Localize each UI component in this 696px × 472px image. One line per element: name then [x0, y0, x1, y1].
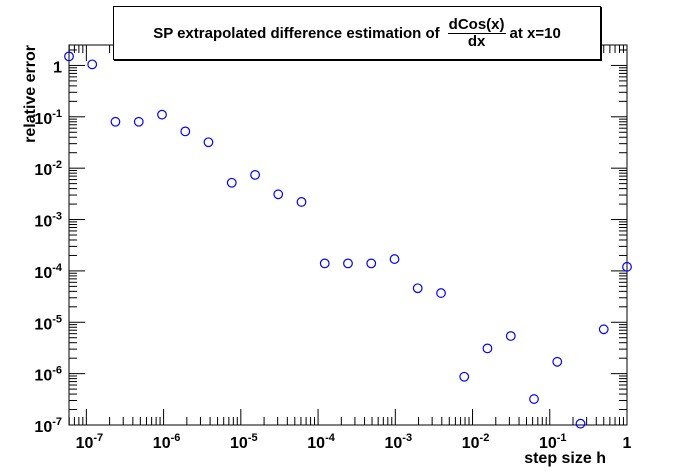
title-fraction-numerator: dCos(x): [447, 15, 506, 34]
data-point: [366, 258, 377, 269]
x-tick-label: 10-3: [385, 432, 413, 452]
y-tick-label: 10-4: [34, 262, 62, 282]
data-point: [64, 51, 74, 62]
x-tick-label: 10-5: [230, 432, 258, 452]
y-tick-label: 10-5: [34, 313, 62, 333]
data-point: [133, 116, 144, 127]
title-fraction: dCos(x) dx: [447, 15, 506, 50]
data-point: [203, 137, 214, 148]
data-point: [87, 59, 98, 70]
y-tick-label: 10-1: [34, 108, 62, 128]
title-prefix: SP extrapolated difference estimation of: [153, 24, 440, 42]
data-point: [157, 109, 167, 120]
x-tick-label: 1: [623, 435, 632, 452]
data-point: [505, 331, 516, 341]
x-tick-label: 10-4: [307, 432, 335, 452]
title-suffix: at x=10: [509, 24, 561, 42]
data-point: [110, 116, 121, 127]
data-point: [622, 261, 632, 272]
data-point: [598, 324, 609, 335]
x-tick-label: 10-2: [462, 432, 490, 452]
data-point: [412, 283, 423, 294]
data-point: [250, 169, 260, 180]
title-fraction-denominator: dx: [467, 32, 486, 50]
data-point: [296, 197, 307, 207]
x-axis-label: step size h: [524, 450, 606, 467]
x-tick-label: 10-1: [539, 432, 567, 452]
y-tick-label: 10-3: [34, 211, 62, 231]
y-axis-label: relative error: [22, 45, 39, 143]
data-point: [575, 418, 586, 429]
chart-title: SP extrapolated difference estimation of…: [113, 6, 601, 60]
y-tick-label: 1: [53, 59, 62, 76]
data-point: [343, 258, 353, 269]
data-point: [273, 189, 284, 200]
y-tick-label: 10-7: [34, 416, 62, 436]
data-point: [482, 343, 493, 354]
data-point: [180, 126, 191, 137]
data-point: [389, 254, 400, 264]
data-point: [436, 288, 446, 298]
data-point: [552, 356, 563, 367]
y-tick-label: 10-6: [34, 365, 62, 385]
x-tick-label: 10-7: [76, 432, 104, 452]
data-point: [529, 394, 539, 404]
x-tick-label: 10-6: [153, 432, 181, 452]
data-point: [319, 258, 330, 269]
data-point: [459, 371, 470, 382]
y-tick-label: 10-2: [34, 159, 62, 179]
data-point: [226, 177, 237, 188]
plot-frame: [68, 44, 628, 426]
